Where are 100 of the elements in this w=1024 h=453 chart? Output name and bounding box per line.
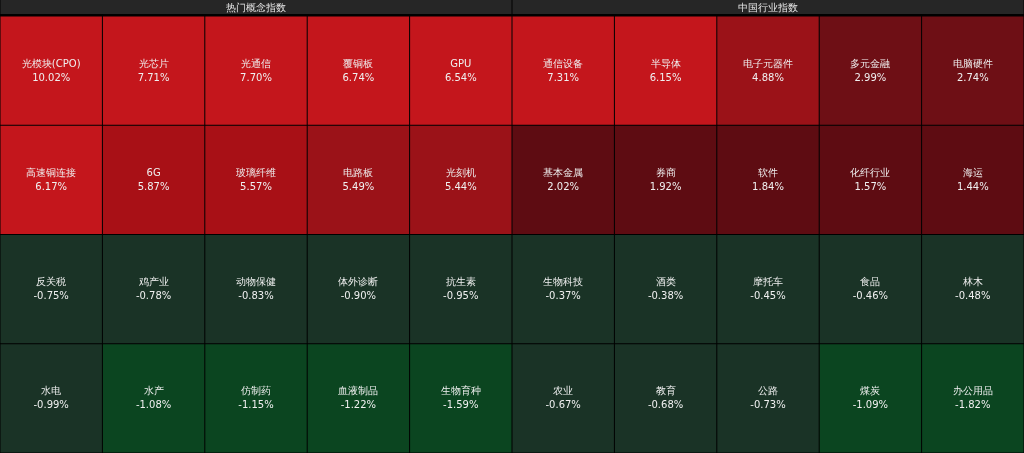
data-label: 2.74%	[956, 71, 989, 83]
data-label: -0.99%	[33, 399, 69, 411]
category-label: 林木	[961, 276, 983, 288]
index-tile: 电路板 5.49%	[307, 125, 410, 234]
category-label: 多元金融	[850, 57, 891, 69]
index-tile: 6G 5.87%	[102, 125, 205, 234]
category-label: 电脑硬件	[952, 57, 993, 69]
index-tile: 高速铜连接 6.17%	[0, 125, 102, 234]
category-label: 光模块(CPO)	[21, 57, 81, 69]
index-tile: 办公用品 -1.82%	[922, 344, 1024, 453]
index-tile: 动物保健 -0.83%	[205, 235, 307, 344]
data-label: 5.44%	[444, 180, 477, 192]
text: 热门概念指数	[226, 2, 286, 13]
data-label: 1.44%	[956, 180, 989, 192]
index-tile: 体外诊断 -0.90%	[307, 235, 410, 344]
index-tile: 基本金属 2.02%	[512, 125, 614, 234]
index-tile: 通信设备 7.31%	[512, 16, 614, 125]
index-tile: 水产 -1.08%	[102, 344, 205, 453]
data-label: -1.09%	[852, 399, 889, 411]
data-label: 5.49%	[342, 180, 375, 192]
index-tile: 光刻机 5.44%	[410, 125, 512, 234]
index-tile: 光通信 7.70%	[205, 16, 307, 125]
data-label: -0.95%	[443, 290, 479, 302]
data-label: 5.57%	[240, 180, 272, 192]
index-tile: 软件 1.84%	[717, 125, 819, 234]
data-label: 6.17%	[35, 180, 68, 192]
index-tile: 水电 -0.99%	[0, 344, 102, 453]
data-label: -0.46%	[852, 290, 889, 302]
data-label: -1.82%	[955, 399, 991, 411]
data-label: 7.31%	[547, 71, 580, 83]
index-tile: 玻璃纤维 5.57%	[205, 125, 307, 234]
category-label: 体外诊断	[338, 276, 379, 288]
data-label: -1.59%	[443, 399, 479, 411]
data-label: -0.78%	[135, 290, 172, 302]
data-label: -0.48%	[955, 290, 991, 302]
index-tile: 农业 -0.67%	[512, 344, 614, 453]
index-tile: 光芯片 7.71%	[102, 16, 205, 125]
index-tile: 仿制药 -1.15%	[205, 344, 307, 453]
data-label: -0.90%	[340, 290, 377, 302]
category-label: 电路板	[343, 166, 374, 178]
text: 中国行业指数	[738, 2, 798, 13]
category-label: 6G	[146, 166, 161, 178]
category-label: 基本金属	[543, 166, 584, 178]
index-tile: 教育 -0.68%	[614, 344, 717, 453]
category-label: 反关税	[36, 276, 67, 288]
index-tile: 生物科技 -0.37%	[512, 235, 614, 344]
category-label: 教育	[655, 385, 676, 397]
index-tile: 公路 -0.73%	[717, 344, 819, 453]
data-label: 4.88%	[752, 71, 784, 83]
category-label: 公路	[758, 385, 778, 397]
data-label: 7.71%	[137, 71, 170, 83]
data-label: -0.83%	[238, 290, 274, 302]
data-label: 5.87%	[137, 180, 170, 192]
data-label: -1.08%	[135, 399, 172, 411]
index-tile: 电脑硬件 2.74%	[922, 16, 1024, 125]
category-label: GPU	[450, 57, 472, 69]
index-tile: GPU 6.54%	[410, 16, 512, 125]
data-label: -0.68%	[647, 399, 684, 411]
data-label: -1.15%	[238, 399, 274, 411]
category-label: 高速铜连接	[26, 166, 77, 178]
category-label: 电子元器件	[743, 57, 793, 69]
category-label: 海运	[962, 166, 983, 178]
category-label: 光芯片	[138, 57, 169, 69]
index-tile: 海运 1.44%	[922, 125, 1024, 234]
index-tile: 覆铜板 6.74%	[307, 16, 410, 125]
data-label: -0.75%	[33, 290, 69, 302]
category-label: 光通信	[241, 57, 271, 69]
index-tile: 林木 -0.48%	[922, 235, 1024, 344]
category-label: 生物科技	[543, 276, 584, 288]
category-label: 动物保健	[236, 276, 276, 288]
category-label: 血液制品	[338, 385, 379, 397]
index-tile: 血液制品 -1.22%	[307, 344, 410, 453]
category-label: 农业	[553, 385, 574, 397]
index-tile: 酒类 -0.38%	[614, 235, 717, 344]
index-tile: 抗生素 -0.95%	[410, 235, 512, 344]
data-label: -0.73%	[750, 399, 786, 411]
category-label: 水产	[143, 385, 164, 397]
index-tile: 光模块(CPO) 10.02%	[0, 16, 102, 125]
data-label: 1.57%	[854, 180, 887, 192]
index-tile: 电子元器件 4.88%	[717, 16, 819, 125]
category-label: 办公用品	[952, 385, 993, 397]
category-label: 酒类	[655, 276, 676, 288]
category-label: 水电	[41, 385, 62, 397]
data-label: -0.45%	[750, 290, 786, 302]
index-tile: 生物育种 -1.59%	[410, 344, 512, 453]
category-label: 仿制药	[240, 385, 271, 397]
index-tile: 反关税 -0.75%	[0, 235, 102, 344]
index-tile: 券商 1.92%	[614, 125, 717, 234]
data-label: -1.22%	[340, 399, 377, 411]
category-label: 煤炭	[860, 385, 881, 397]
index-tile: 食品 -0.46%	[819, 235, 922, 344]
data-label: -0.67%	[545, 399, 581, 411]
data-label: 6.74%	[342, 71, 375, 83]
data-label: 1.92%	[649, 180, 682, 192]
index-tile: 鸡产业 -0.78%	[102, 235, 205, 344]
category-label: 食品	[860, 276, 881, 288]
data-label: 6.15%	[649, 71, 682, 83]
category-label: 券商	[655, 166, 676, 178]
category-label: 半导体	[650, 57, 681, 69]
category-label: 生物育种	[440, 385, 481, 397]
